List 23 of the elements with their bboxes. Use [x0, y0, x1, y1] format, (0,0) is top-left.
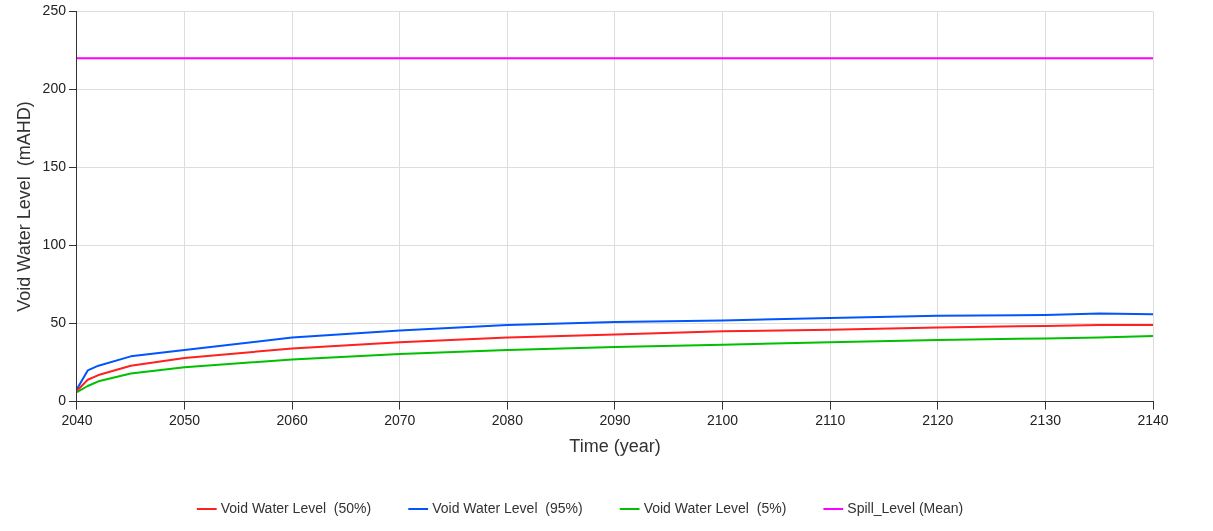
y-tick-label: 50 — [50, 314, 67, 331]
y-tick-label: 100 — [42, 236, 67, 253]
x-tick-label: 2040 — [61, 411, 93, 428]
x-tick-label: 2100 — [707, 411, 739, 428]
x-axis-title: Time (year) — [569, 436, 661, 457]
x-tick-label: 2130 — [1029, 411, 1062, 428]
y-tick-label: 0 — [58, 392, 67, 409]
x-tick-label: 2080 — [491, 411, 524, 428]
x-tick-label: 2140 — [1137, 411, 1169, 428]
legend-label: Spill_Level (Mean) — [847, 499, 964, 516]
x-tick-label: 2120 — [922, 411, 954, 428]
legend-label: Void Water Level (50%) — [220, 499, 372, 516]
x-tick-label: 2050 — [168, 411, 201, 428]
y-axis-title: Void Water Level (mAHD) — [13, 101, 34, 312]
y-tick-label: 200 — [42, 80, 67, 97]
x-tick-label: 2110 — [815, 411, 846, 428]
legend-label: Void Water Level (95%) — [432, 499, 583, 516]
y-tick-label: 150 — [42, 158, 67, 175]
y-tick-label: 250 — [42, 2, 67, 19]
x-tick-label: 2090 — [599, 411, 631, 428]
legend-label: Void Water Level (5%) — [643, 499, 787, 516]
x-tick-label: 2060 — [276, 411, 308, 428]
x-tick-label: 2070 — [384, 411, 416, 428]
